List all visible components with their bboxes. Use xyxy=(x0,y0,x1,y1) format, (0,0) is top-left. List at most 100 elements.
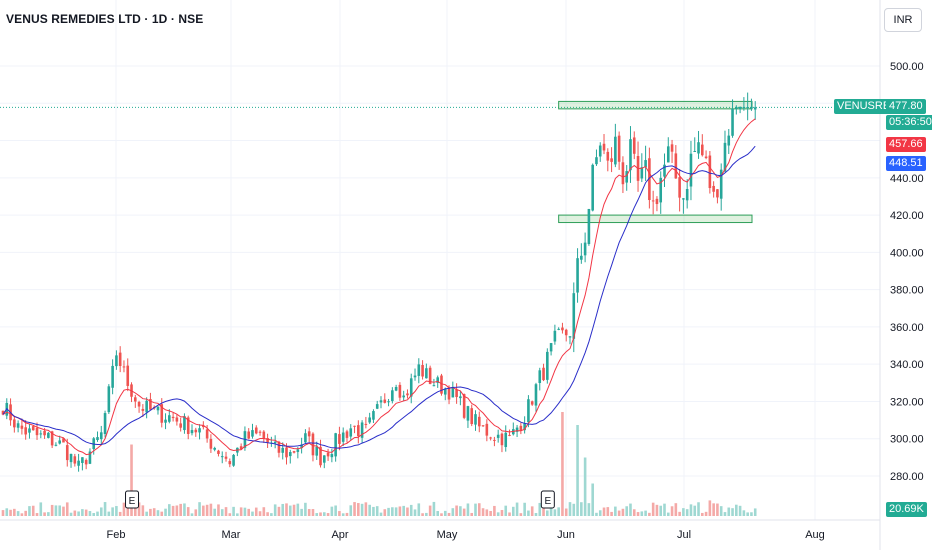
candle-body xyxy=(319,446,322,466)
volume-bar xyxy=(610,511,613,516)
volume-bar xyxy=(77,511,80,516)
time-tick-label: Jul xyxy=(677,529,691,541)
candle-body xyxy=(387,401,390,403)
candle-body xyxy=(564,329,568,336)
candle-body xyxy=(84,459,88,465)
candle-body xyxy=(96,437,99,441)
volume-bar xyxy=(247,508,250,516)
candle-body xyxy=(625,171,628,183)
time-axis[interactable]: Feb Mar Apr May Jun Jul Aug xyxy=(0,519,880,541)
price-axis[interactable]: 500.00480.00460.00440.00420.00400.00380.… xyxy=(879,0,924,550)
volume-bar xyxy=(360,503,364,516)
candle-body xyxy=(459,396,462,399)
volume-bar xyxy=(398,506,402,516)
volume-bar xyxy=(220,509,224,516)
currency-button[interactable]: INR xyxy=(884,8,922,32)
price-tick-label: 320.00 xyxy=(890,396,924,408)
volume-bar xyxy=(629,503,632,516)
candle-body xyxy=(379,400,383,403)
volume-bar xyxy=(674,503,678,516)
earnings-marker-box[interactable] xyxy=(125,490,140,509)
volume-bar xyxy=(553,509,557,516)
candle-body xyxy=(364,423,368,425)
consolidation-zones xyxy=(558,100,753,224)
candle-body xyxy=(557,328,560,330)
volume-bar xyxy=(572,503,576,516)
volume-bar xyxy=(334,505,337,516)
candle-body xyxy=(519,425,523,431)
volume-bar xyxy=(258,511,262,516)
candle-body xyxy=(353,425,356,427)
candle-body xyxy=(523,423,526,431)
candle-body xyxy=(315,446,319,456)
candle-body xyxy=(421,365,424,377)
candle-body xyxy=(198,428,201,433)
volume-bar xyxy=(447,512,451,516)
zone-box xyxy=(558,100,753,110)
candle-body xyxy=(553,330,557,342)
volume-bar xyxy=(73,510,77,516)
price-tick-label: 280.00 xyxy=(890,471,924,483)
volume-bar xyxy=(16,511,20,516)
volume-bar xyxy=(111,507,114,516)
candle-body xyxy=(137,401,141,407)
candle-body xyxy=(746,107,749,108)
volume-bar xyxy=(701,512,704,516)
volume-bar xyxy=(326,513,330,516)
candle-body xyxy=(632,137,636,154)
candle-body xyxy=(296,449,300,452)
candle-body xyxy=(141,408,145,411)
volume-bar xyxy=(311,509,315,516)
candle-body xyxy=(712,185,715,192)
candle-body xyxy=(685,189,689,201)
price-tick-label: 500.00 xyxy=(890,61,924,73)
candle-body xyxy=(629,139,632,171)
earnings-marker-box[interactable] xyxy=(540,490,555,509)
volume-bar xyxy=(228,513,232,516)
candle-body xyxy=(345,431,349,438)
volume-bar xyxy=(670,506,674,516)
candle-body xyxy=(156,406,160,411)
candle-body xyxy=(708,155,712,189)
candle-body xyxy=(576,258,579,293)
volume-bar xyxy=(179,503,182,516)
volume-bar xyxy=(209,503,213,516)
candle-body xyxy=(202,425,205,428)
volume-bar xyxy=(39,502,43,516)
volume-bar xyxy=(319,512,322,516)
volume-bar xyxy=(296,503,300,516)
candle-body xyxy=(73,456,77,464)
volume-bar xyxy=(474,503,477,516)
candle-body xyxy=(160,404,164,423)
candle-body xyxy=(455,389,458,398)
candle-body xyxy=(693,150,697,152)
volume-bar xyxy=(459,506,462,516)
last-price-tag: 477.80 xyxy=(886,99,926,114)
volume-bar xyxy=(723,512,727,516)
candle-body xyxy=(175,417,179,422)
candle-body xyxy=(81,457,84,463)
volume-bar xyxy=(149,508,152,516)
volume-bar xyxy=(338,511,341,516)
candle-body xyxy=(266,438,269,443)
candle-body xyxy=(28,428,31,433)
volume-bar xyxy=(251,511,254,516)
volume-bar xyxy=(345,512,349,516)
candle-body xyxy=(35,427,39,436)
volume-bar xyxy=(693,505,697,516)
candle-body xyxy=(217,450,220,454)
candle-body xyxy=(436,377,439,383)
candle-body xyxy=(727,135,731,146)
volume-bar xyxy=(512,506,515,516)
volume-bar xyxy=(122,502,126,516)
candle-body xyxy=(587,208,591,245)
candle-body xyxy=(99,432,103,440)
volume-bar xyxy=(689,504,693,516)
volume-bar xyxy=(443,510,447,516)
volume-bar xyxy=(500,509,504,516)
countdown-tag: 05:36:50 xyxy=(886,115,932,130)
candle-body xyxy=(58,440,61,444)
volume-bar xyxy=(655,504,659,516)
